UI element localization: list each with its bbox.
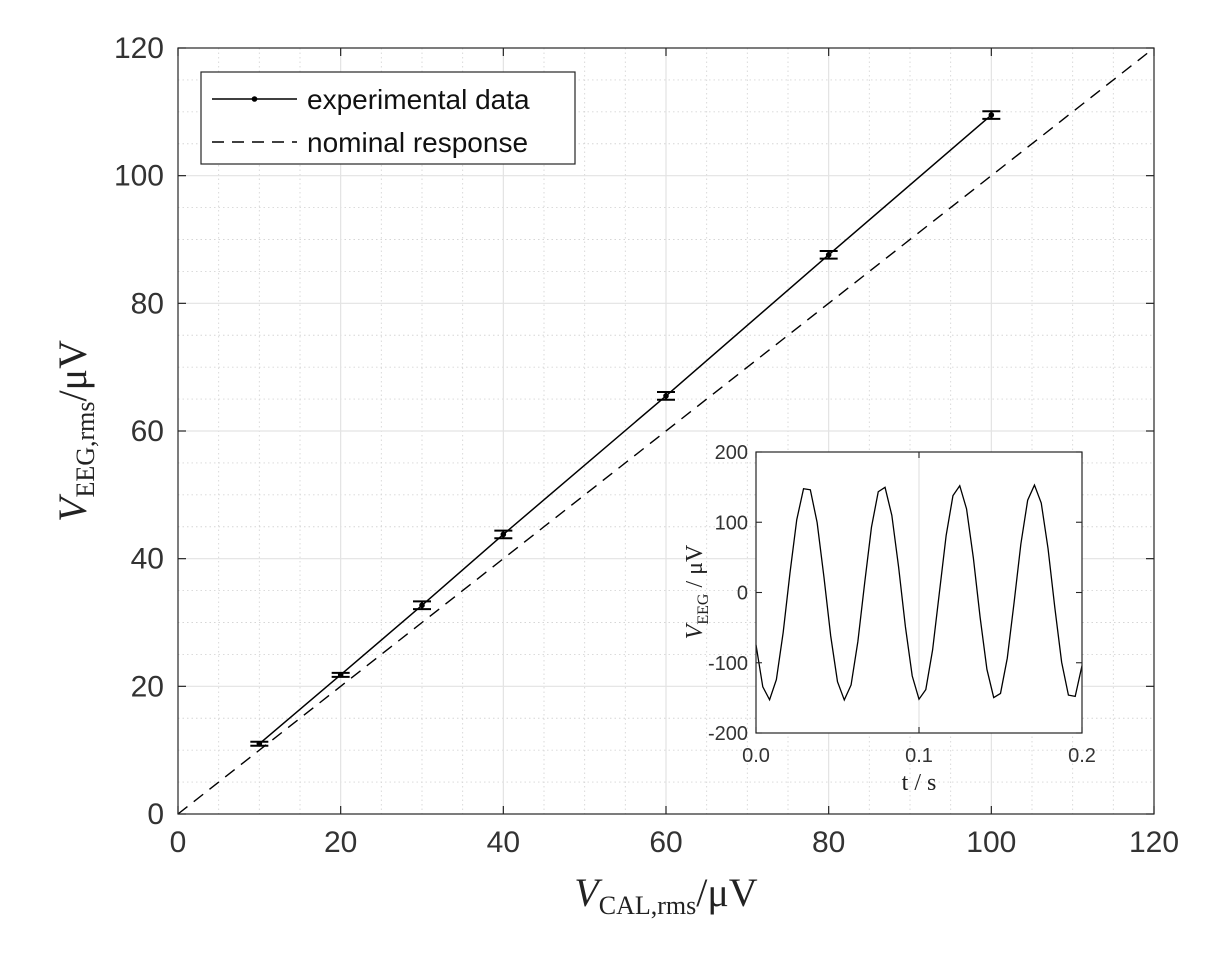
inset-y-tick-label: 200 <box>715 442 748 464</box>
main-ticks <box>177 47 1155 815</box>
y-axis-label: VEEG,rms/μV <box>50 340 100 522</box>
y-tick-label: 100 <box>114 160 164 193</box>
legend-label-experimental: experimental data <box>307 84 530 115</box>
inset-series-line <box>755 483 1083 702</box>
main-tick-labels: 0 20 40 60 80 100 120 0 20 40 60 80 100 120 <box>114 32 1179 859</box>
legend-marker-experimental <box>251 96 258 102</box>
inset-y-tick-label: -200 <box>708 723 748 745</box>
data-point <box>500 531 507 538</box>
inset-plot: 0.0 0.1 0.2 -200 -100 0 100 200 t / s VEEG / μV <box>682 442 1096 796</box>
inset-series-layer <box>755 483 1083 702</box>
data-point <box>256 740 263 747</box>
y-tick-label: 0 <box>147 798 164 831</box>
x-tick-label: 20 <box>324 826 357 859</box>
y-tick-label: 20 <box>131 670 164 703</box>
x-tick-label: 0 <box>170 826 187 859</box>
main-series-layer <box>177 47 1155 815</box>
inset-tick-labels: 0.0 0.1 0.2 -200 -100 0 100 200 <box>708 442 1096 767</box>
y-tick-label: 60 <box>131 415 164 448</box>
y-tick-label: 120 <box>114 32 164 65</box>
inset-y-tick-label: 0 <box>737 583 748 605</box>
data-point <box>988 112 995 118</box>
inset-x-tick-label: 0.1 <box>905 745 933 767</box>
x-tick-label: 80 <box>812 826 845 859</box>
x-tick-label: 100 <box>966 826 1016 859</box>
inset-x-tick-label: 0.2 <box>1068 745 1096 767</box>
data-point <box>825 252 832 258</box>
series-line-nominal-response <box>177 47 1155 815</box>
inset-x-axis-label: t / s <box>902 770 937 796</box>
inset-y-tick-label: -100 <box>708 653 748 675</box>
inset-ticks <box>755 451 1083 734</box>
inset-y-tick-label: 100 <box>715 512 748 534</box>
legend-label-nominal: nominal response <box>307 127 528 158</box>
legend-box <box>200 71 576 165</box>
data-point <box>337 672 344 678</box>
y-tick-label: 40 <box>131 543 164 576</box>
x-tick-label: 60 <box>649 826 682 859</box>
x-tick-label: 40 <box>487 826 520 859</box>
data-point <box>663 393 669 399</box>
x-axis-label: VCAL,rms/μV <box>574 870 757 920</box>
inset-y-axis-label: VEEG / μV <box>682 544 712 639</box>
y-tick-label: 80 <box>131 287 164 320</box>
x-tick-label: 120 <box>1129 826 1179 859</box>
data-point <box>419 602 425 609</box>
legend: experimental data nominal response <box>200 71 576 165</box>
inset-x-tick-label: 0.0 <box>742 745 770 767</box>
